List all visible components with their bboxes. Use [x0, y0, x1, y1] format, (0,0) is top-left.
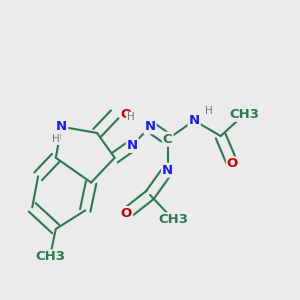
- Text: H: H: [205, 106, 213, 116]
- Text: H: H: [127, 112, 135, 122]
- Text: N: N: [144, 120, 156, 133]
- Text: CH3: CH3: [229, 108, 259, 121]
- Text: N: N: [162, 164, 173, 177]
- Text: N: N: [189, 114, 200, 127]
- Text: O: O: [227, 158, 238, 170]
- Text: CH3: CH3: [35, 250, 65, 263]
- Text: H: H: [52, 134, 60, 144]
- Text: O: O: [121, 207, 132, 220]
- Text: N: N: [56, 120, 67, 133]
- Text: O: O: [121, 108, 132, 121]
- Text: CH3: CH3: [159, 213, 189, 226]
- Text: N: N: [127, 139, 138, 152]
- Text: C: C: [163, 133, 172, 146]
